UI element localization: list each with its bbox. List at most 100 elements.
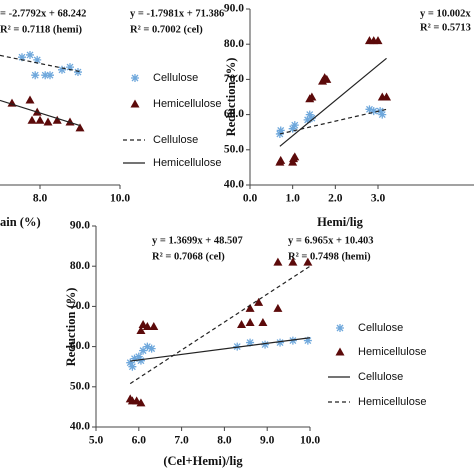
point (378, 110, 387, 119)
x-tick-label: 1.0 (285, 193, 300, 205)
point (288, 257, 298, 266)
equation: R² = 0.5713 (420, 22, 471, 33)
point (33, 55, 42, 64)
point (126, 358, 135, 367)
y-tick-label: 80.0 (70, 260, 90, 272)
y-tick-label: 50.0 (224, 143, 244, 155)
point (41, 71, 50, 80)
y-tick-label: 90.0 (224, 3, 244, 15)
equation: = -2.7792x + 68.242 (0, 8, 86, 19)
trend-line (130, 337, 311, 362)
x-axis-label: (Cel+Hemi)/lig (163, 454, 243, 468)
point (142, 322, 152, 330)
point (307, 114, 316, 123)
point (35, 115, 45, 124)
point (273, 303, 283, 312)
point (305, 110, 314, 119)
x-tick-label: 8.0 (217, 435, 232, 447)
y-tick-label: 60.0 (70, 340, 90, 352)
point (149, 322, 159, 330)
point (289, 154, 299, 163)
y-tick-label: 70.0 (224, 73, 244, 85)
point (75, 123, 85, 132)
point (254, 297, 264, 306)
point (246, 338, 255, 347)
point (139, 346, 148, 355)
point (303, 115, 312, 124)
legend-label: Cellulose (358, 371, 403, 383)
legend-label: Hemicellulose (153, 157, 221, 169)
y-tick-label: 40.0 (224, 179, 244, 191)
y-tick-label: 80.0 (224, 38, 244, 50)
point (369, 107, 378, 116)
point (276, 126, 285, 135)
point (290, 121, 299, 130)
point (373, 36, 383, 45)
point (376, 107, 385, 116)
legend-marker (130, 99, 140, 108)
point (134, 352, 143, 361)
point (31, 71, 40, 80)
x-axis-label: ain (%) (0, 215, 41, 229)
trend-line (0, 99, 81, 127)
point (25, 95, 35, 104)
legend-label: Cellulose (358, 322, 403, 334)
point (303, 336, 312, 345)
legend-marker (335, 347, 345, 356)
point (288, 124, 297, 133)
point (258, 317, 268, 326)
x-tick-label: 8.0 (33, 193, 48, 205)
equation: y = 10.002x (420, 8, 471, 19)
legend-marker (336, 324, 344, 332)
equation: y = 1.3699x + 48.507 (152, 235, 243, 246)
x-tick-label: 5.0 (89, 435, 104, 447)
point (66, 63, 74, 72)
x-tick-label: 7.0 (174, 435, 189, 447)
y-axis-label: Reduction (%) (224, 58, 238, 137)
point (147, 344, 156, 353)
legend-label: Hemicellulose (153, 98, 221, 110)
point (307, 92, 317, 101)
x-tick-label: 6.0 (132, 435, 147, 447)
equation: R² = 0.7118 (hemi) (0, 24, 83, 35)
y-tick-label: 40.0 (70, 421, 90, 433)
point (261, 340, 270, 349)
trend-line (279, 57, 387, 147)
trend-line (129, 265, 311, 385)
y-axis-label: Reduction (%) (64, 288, 78, 367)
y-tick-label: 60.0 (224, 108, 244, 120)
point (143, 342, 152, 351)
point (46, 71, 54, 80)
x-tick-label: 10.0 (110, 193, 130, 205)
y-tick-label: 70.0 (70, 300, 90, 312)
y-tick-label: 90.0 (70, 220, 90, 232)
point (136, 356, 145, 365)
point (26, 50, 34, 59)
x-tick-label: 2.0 (328, 193, 343, 205)
point (303, 257, 313, 266)
point (52, 115, 62, 124)
point (43, 117, 53, 126)
point (273, 257, 283, 266)
legend-label: Cellulose (153, 72, 198, 84)
point (322, 74, 332, 83)
x-axis-label: Hemi/lig (317, 215, 364, 229)
point (276, 155, 286, 164)
point (58, 65, 66, 74)
trend-line (279, 108, 387, 135)
point (237, 319, 247, 328)
x-tick-label: 10.0 (300, 435, 320, 447)
legend-marker (131, 74, 139, 82)
legend-label: Hemicellulose (358, 396, 426, 408)
equation: R² = 0.7002 (cel) (130, 24, 203, 35)
point (382, 92, 392, 101)
point (130, 354, 139, 363)
x-tick-label: 9.0 (260, 435, 275, 447)
legend-label: Cellulose (153, 134, 198, 146)
x-tick-label: 0.0 (243, 193, 258, 205)
point (245, 317, 255, 326)
equation: R² = 0.7068 (cel) (152, 251, 225, 262)
point (136, 326, 146, 335)
point (136, 398, 146, 407)
